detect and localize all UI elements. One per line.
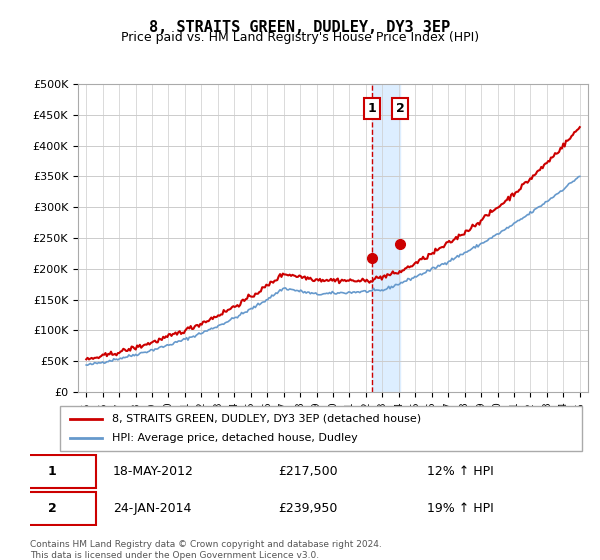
Text: 8, STRAITS GREEN, DUDLEY, DY3 3EP (detached house): 8, STRAITS GREEN, DUDLEY, DY3 3EP (detac… [112, 413, 421, 423]
Text: Price paid vs. HM Land Registry's House Price Index (HPI): Price paid vs. HM Land Registry's House … [121, 31, 479, 44]
Text: 12% ↑ HPI: 12% ↑ HPI [427, 465, 494, 478]
Text: Contains HM Land Registry data © Crown copyright and database right 2024.
This d: Contains HM Land Registry data © Crown c… [30, 540, 382, 560]
Text: 2: 2 [48, 502, 56, 515]
FancyBboxPatch shape [8, 492, 96, 525]
Text: 2: 2 [395, 102, 404, 115]
Text: 18-MAY-2012: 18-MAY-2012 [113, 465, 194, 478]
Text: 24-JAN-2014: 24-JAN-2014 [113, 502, 191, 515]
Bar [372, 84, 400, 392]
FancyBboxPatch shape [8, 455, 96, 488]
Text: 1: 1 [368, 102, 377, 115]
Text: 19% ↑ HPI: 19% ↑ HPI [427, 502, 494, 515]
Text: £239,950: £239,950 [278, 502, 338, 515]
Text: 8, STRAITS GREEN, DUDLEY, DY3 3EP: 8, STRAITS GREEN, DUDLEY, DY3 3EP [149, 20, 451, 35]
FancyBboxPatch shape [60, 406, 582, 451]
Text: 1: 1 [48, 465, 56, 478]
Text: HPI: Average price, detached house, Dudley: HPI: Average price, detached house, Dudl… [112, 433, 358, 444]
Text: £217,500: £217,500 [278, 465, 338, 478]
